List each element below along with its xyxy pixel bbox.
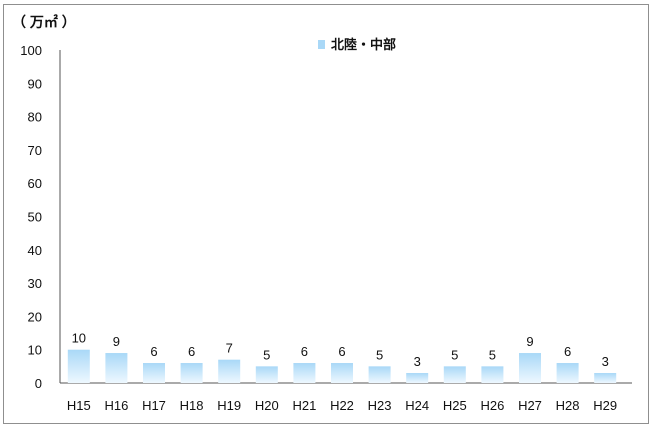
- legend-swatch: [318, 40, 325, 49]
- y-tick-label: 30: [28, 276, 42, 291]
- y-tick-label: 20: [28, 309, 42, 324]
- data-label-H20: 5: [263, 347, 270, 362]
- y-tick-label: 40: [28, 243, 42, 258]
- y-tick-label: 0: [35, 376, 42, 391]
- bar-H20: [255, 366, 278, 383]
- x-tick-label-H20: H20: [255, 398, 279, 413]
- data-label-H28: 6: [564, 344, 571, 359]
- x-tick-label-H27: H27: [518, 398, 542, 413]
- bar-H26: [481, 366, 504, 383]
- bar-H17: [143, 363, 165, 383]
- data-labels: 10 9 6 6 7 5 6 6 5 3 5 5 9 6 3: [72, 331, 609, 369]
- bar-H22: [331, 363, 353, 383]
- y-tick-label: 70: [28, 143, 42, 158]
- y-tick-label: 80: [28, 110, 42, 125]
- data-label-H23: 5: [376, 347, 383, 362]
- bar-H25: [443, 366, 466, 383]
- bar-H29: [594, 373, 617, 383]
- data-label-H17: 6: [150, 344, 157, 359]
- legend: 北陸・中部: [318, 37, 396, 52]
- x-tick-label-H29: H29: [593, 398, 617, 413]
- y-tick-label: 100: [20, 43, 42, 58]
- data-label-H24: 3: [414, 354, 421, 369]
- data-label-H29: 3: [602, 354, 609, 369]
- y-tick-label: 10: [28, 343, 42, 358]
- bar-H27: [519, 353, 541, 383]
- y-axis-unit-label: （ 万㎡ ）: [12, 14, 76, 30]
- x-tick-label-H25: H25: [443, 398, 467, 413]
- x-tick-label-H15: H15: [67, 398, 91, 413]
- bar-H23: [368, 366, 391, 383]
- x-tick-label-H22: H22: [330, 398, 354, 413]
- bar-H19: [218, 359, 241, 383]
- data-label-H26: 5: [489, 347, 496, 362]
- x-tick-label-H19: H19: [217, 398, 241, 413]
- x-tick-label-H16: H16: [104, 398, 128, 413]
- y-tick-label: 60: [28, 176, 42, 191]
- data-label-H22: 6: [338, 344, 345, 359]
- x-tick-label-H23: H23: [368, 398, 392, 413]
- data-label-H27: 9: [526, 334, 533, 349]
- y-tick-label: 90: [28, 76, 42, 91]
- bar-H21: [293, 363, 316, 383]
- x-tick-label-H17: H17: [142, 398, 166, 413]
- bars: [67, 349, 617, 383]
- x-axis-ticks: H15 H16 H17 H18 H19 H20 H21 H22 H23 H24 H25 H26 H27 H…: [67, 398, 617, 413]
- y-axis-ticks: 0 10 20 30 40 50 60 70 80 90 100: [20, 43, 42, 391]
- data-label-H25: 5: [451, 347, 458, 362]
- x-tick-label-H21: H21: [292, 398, 316, 413]
- bar-H16: [105, 353, 128, 383]
- data-label-H18: 6: [188, 344, 195, 359]
- bar-H28: [556, 363, 579, 383]
- data-label-H19: 7: [226, 341, 233, 356]
- x-tick-label-H18: H18: [180, 398, 204, 413]
- y-tick-label: 50: [28, 210, 42, 225]
- data-label-H15: 10: [72, 331, 86, 346]
- bar-H24: [406, 373, 429, 383]
- x-tick-label-H24: H24: [405, 398, 429, 413]
- data-label-H21: 6: [301, 344, 308, 359]
- bar-H18: [180, 363, 203, 383]
- x-tick-label-H26: H26: [480, 398, 504, 413]
- bar-H15: [67, 349, 90, 383]
- x-tick-label-H28: H28: [556, 398, 580, 413]
- legend-label: 北陸・中部: [331, 37, 396, 52]
- data-label-H16: 9: [113, 334, 120, 349]
